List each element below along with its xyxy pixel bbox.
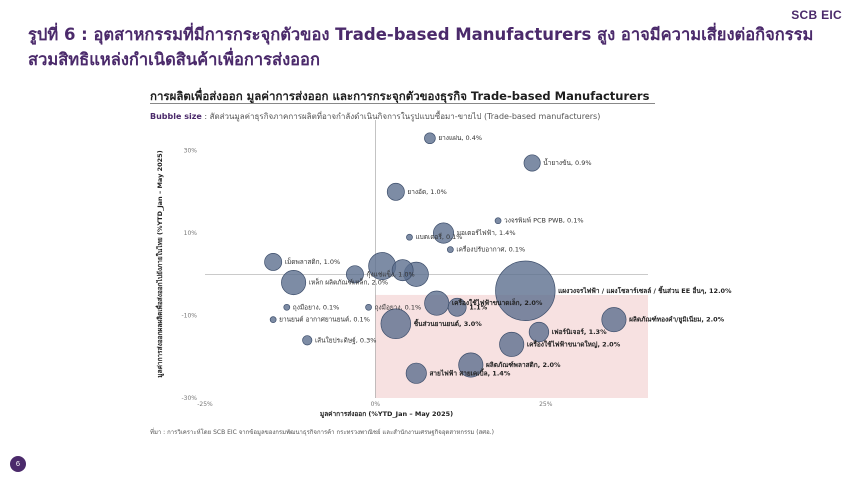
data-label: ผลิตภัณฑ์พลาสติก, 2.0% <box>486 361 561 369</box>
x-tick-label: -25% <box>197 401 213 408</box>
data-label: มอเตอร์ไฟฟ้า, 1.4% <box>457 229 516 237</box>
bubble-size-note: Bubble size : สัดส่วนมูลค่าธุรกิจภาคการผ… <box>150 110 600 123</box>
data-bubble <box>345 265 364 284</box>
chart-title: การผลิตเพื่อส่งออก มูลค่าการส่งออก และกา… <box>150 89 650 103</box>
data-label: ยานยนต์ อากาศยานยนต์, 0.1% <box>279 316 370 324</box>
data-bubble <box>495 260 556 321</box>
data-label: ถุงมือยาง, 0.1% <box>375 303 422 311</box>
data-bubble <box>386 182 405 201</box>
x-axis-title: มูลค่าการส่งออก (%YTD_Jan – May 2025) <box>320 410 453 419</box>
data-bubble <box>424 290 450 316</box>
y-tick-label: -30% <box>181 395 197 402</box>
brand-logo: SCB EIC <box>791 8 842 22</box>
data-label: กุ้งแช่แข็ง, 1.0% <box>367 269 415 278</box>
data-bubble <box>269 316 277 324</box>
data-label: เครื่องปรับอากาศ, 0.1% <box>456 245 525 254</box>
data-bubble <box>264 252 283 271</box>
data-label: ยางอัด, 1.0% <box>407 188 446 196</box>
data-bubble <box>499 331 525 357</box>
data-label: วงจรพิมพ์ PCB PWB, 0.1% <box>504 217 583 225</box>
data-label: แบตเตอรี่, 0.1% <box>415 232 462 241</box>
bubble-size-desc: : สัดส่วนมูลค่าธุรกิจภาคการผลิตที่อาจกำล… <box>204 112 601 121</box>
data-label: ยางแผ่น, 0.4% <box>438 134 482 142</box>
data-label: ถุงมือยาง, 0.1% <box>293 303 340 311</box>
data-bubble <box>406 233 413 241</box>
data-label: เฟอร์นิเจอร์, 1.3% <box>552 328 607 336</box>
data-label: น้ำยางข้น, 0.9% <box>543 158 591 167</box>
data-label: 1.1% <box>469 303 488 311</box>
x-tick-label: 25% <box>539 401 553 408</box>
data-bubble <box>283 303 291 311</box>
data-bubble <box>281 270 307 296</box>
data-bubble <box>494 217 502 225</box>
y-axis-title: มูลค่าการส่งออกผลผลิตเพื่อส่งออกไปยังภาย… <box>154 150 165 377</box>
data-bubble <box>424 132 436 145</box>
data-bubble <box>302 335 313 346</box>
x-tick-label: 0% <box>371 401 381 408</box>
data-bubble <box>447 297 467 317</box>
data-bubble <box>380 308 412 340</box>
data-label: ชิ้นส่วนยานยนต์, 3.0% <box>414 318 483 328</box>
data-bubble <box>365 303 372 311</box>
data-bubble <box>458 352 484 378</box>
data-label: ผลิตภัณฑ์ทองคำ/ยูมิเนียม, 2.0% <box>629 316 725 325</box>
data-label: สายไฟฟ้า สายเคเบิ้ล, 1.4% <box>429 367 510 377</box>
data-bubble <box>447 246 454 253</box>
data-label: แผงวงจรไฟฟ้า / แผงโซลาร์เซลล์ / ชิ้นส่วน… <box>558 285 732 295</box>
chart-title-rule <box>150 103 655 104</box>
data-bubble <box>405 362 427 384</box>
data-bubble <box>391 259 414 282</box>
y-tick-label: 10% <box>184 230 198 237</box>
data-label: เครื่องใช้ไฟฟ้าขนาดเล็ก, 2.0% <box>452 297 543 307</box>
page-number: 6 <box>10 456 26 472</box>
data-label: เหล็ก ผลิตภัณฑ์เหล็ก, 2.0% <box>309 278 388 287</box>
data-label: เม็ดพลาสติก, 1.0% <box>285 257 340 266</box>
y-tick-label: -10% <box>181 313 197 320</box>
data-label: เครื่องใช้ไฟฟ้าขนาดใหญ่, 2.0% <box>527 338 621 348</box>
data-label: เส้นใยประดิษฐ์, 0.3% <box>315 336 376 344</box>
data-bubble <box>528 321 550 343</box>
data-bubble <box>433 222 455 244</box>
y-tick-label: 30% <box>184 148 198 155</box>
source-note: ที่มา : การวิเคราะห์โดย SCB EIC จากข้อมู… <box>150 429 494 436</box>
data-bubble <box>523 154 541 172</box>
page-title: รูปที่ 6 : อุตสาหกรรมที่มีการกระจุกตัวขอ… <box>28 25 814 69</box>
data-bubble <box>601 307 627 333</box>
bubble-size-label: Bubble size <box>150 112 202 121</box>
